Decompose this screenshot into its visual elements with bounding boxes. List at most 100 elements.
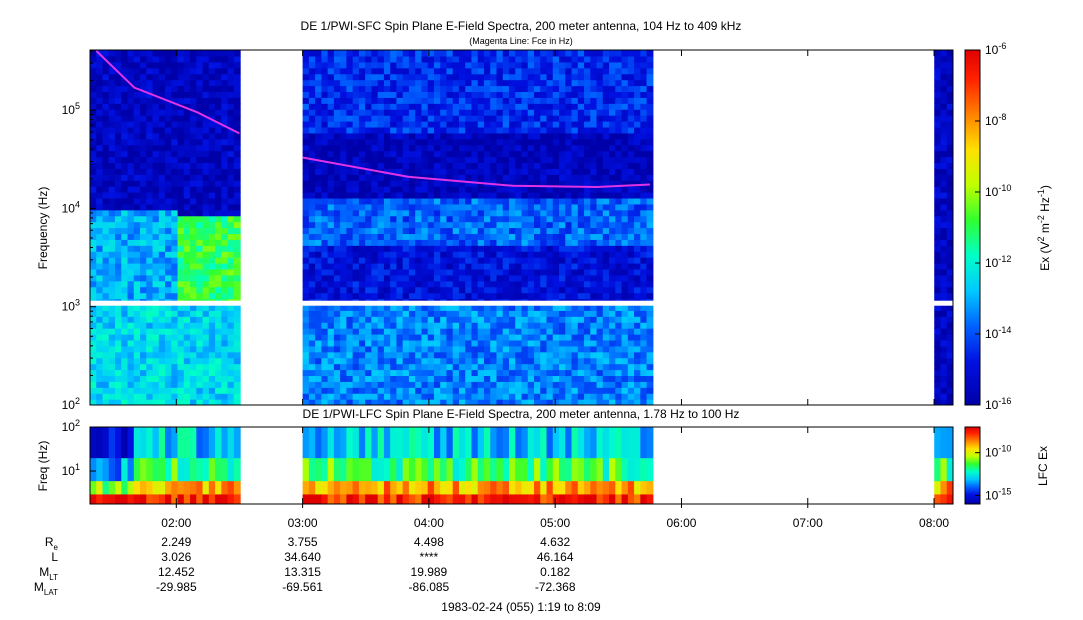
sfc-heatmap-cell (452, 132, 460, 140)
sfc-heatmap-cell (515, 286, 523, 294)
sfc-heatmap-cell (483, 73, 491, 81)
sfc-heatmap-cell (108, 121, 116, 128)
sfc-heatmap-cell (621, 316, 629, 323)
sfc-heatmap-cell (584, 363, 591, 371)
sfc-heatmap-cell (208, 192, 216, 199)
sfc-heatmap-cell (634, 399, 641, 405)
sfc-heatmap-cell (440, 263, 448, 270)
sfc-heatmap-cell (321, 363, 329, 371)
sfc-heatmap-cell (527, 144, 535, 152)
sfc-heatmap-cell (421, 304, 429, 311)
sfc-heatmap-cell (490, 286, 498, 294)
sfc-heatmap-cell (183, 387, 191, 394)
sfc-heatmap-cell (508, 126, 516, 134)
sfc-heatmap-cell (96, 180, 104, 187)
sfc-heatmap-cell (427, 286, 435, 294)
sfc-heatmap-cell (577, 50, 585, 57)
sfc-heatmap-cell (158, 85, 166, 93)
sfc-heatmap-cell (546, 209, 554, 217)
sfc-heatmap-cell (408, 292, 416, 300)
sfc-heatmap-cell (433, 221, 441, 229)
sfc-heatmap-cell (577, 257, 585, 264)
sfc-heatmap-cell (396, 227, 404, 235)
sfc-heatmap-cell (352, 328, 360, 335)
sfc-heatmap-cell (358, 227, 366, 235)
sfc-heatmap-cell (502, 162, 510, 169)
sfc-heatmap-cell (190, 363, 197, 371)
sfc-heatmap-cell (527, 363, 535, 371)
sfc-heatmap-cell (377, 268, 385, 276)
sfc-heatmap-cell (615, 387, 623, 394)
sfc-heatmap-cell (377, 186, 385, 193)
sfc-heatmap-cell (427, 345, 435, 353)
sfc-heatmap-cell (471, 150, 479, 158)
sfc-heatmap-cell (196, 304, 204, 311)
sfc-heatmap-cell (365, 85, 373, 93)
sfc-heatmap-cell (121, 387, 129, 394)
sfc-heatmap-cell (102, 150, 110, 158)
sfc-heatmap-cell (627, 109, 635, 116)
sfc-heatmap-cell (358, 310, 366, 317)
sfc-heatmap-cell (346, 233, 354, 240)
sfc-heatmap-cell (446, 274, 454, 282)
sfc-heatmap-cell (571, 334, 579, 341)
sfc-heatmap-cell (508, 180, 516, 187)
sfc-heatmap-cell (609, 268, 616, 276)
sfc-heatmap-cell (534, 339, 541, 347)
sfc-heatmap-cell (227, 115, 235, 122)
sfc-heatmap-cell (340, 339, 347, 347)
sfc-heatmap-cell (396, 132, 404, 140)
sfc-heatmap-cell (508, 138, 516, 146)
sfc-heatmap-cell (483, 345, 491, 353)
sfc-heatmap-cell (640, 257, 648, 264)
sfc-heatmap-cell (477, 310, 485, 317)
sfc-heatmap-cell (934, 304, 942, 311)
sfc-heatmap-cell (390, 73, 398, 81)
sfc-heatmap-cell (383, 209, 391, 217)
sfc-heatmap-cell (121, 85, 129, 93)
sfc-heatmap-cell (308, 239, 316, 246)
sfc-heatmap-cell (165, 192, 172, 199)
sfc-heatmap-cell (546, 115, 554, 122)
sfc-heatmap-cell (196, 251, 204, 258)
sfc-heatmap-cell (96, 328, 104, 335)
sfc-heatmap-cell (333, 310, 341, 317)
sfc-heatmap-cell (483, 316, 491, 323)
sfc-heatmap-cell (308, 268, 316, 276)
sfc-heatmap-cell (121, 79, 129, 87)
sfc-heatmap-cell (508, 304, 516, 311)
sfc-heatmap-cell (321, 345, 329, 353)
sfc-heatmap-cell (390, 55, 398, 63)
sfc-heatmap-cell (383, 375, 391, 382)
sfc-heatmap-cell (390, 197, 398, 205)
sfc-heatmap-cell (433, 251, 441, 258)
sfc-heatmap-cell (171, 132, 179, 140)
sfc-heatmap-cell (302, 274, 310, 282)
sfc-heatmap-cell (515, 316, 523, 323)
sfc-heatmap-cell (502, 268, 510, 276)
sfc-heatmap-cell (534, 328, 541, 335)
sfc-heatmap-cell (427, 85, 435, 93)
sfc-heatmap-cell (515, 209, 523, 217)
sfc-heatmap-cell (452, 369, 460, 377)
sfc-heatmap-cell (496, 322, 504, 329)
sfc-heatmap-cell (940, 304, 948, 311)
sfc-heatmap-cell (590, 61, 598, 69)
sfc-heatmap-cell (640, 55, 648, 63)
sfc-heatmap-cell (471, 209, 479, 217)
sfc-heatmap-cell (177, 274, 185, 282)
sfc-heatmap-cell (377, 369, 385, 377)
sfc-heatmap-cell (609, 351, 616, 359)
sfc-heatmap-cell (321, 209, 329, 217)
sfc-heatmap-cell (340, 221, 347, 229)
sfc-heatmap-cell (227, 186, 235, 193)
sfc-heatmap-cell (121, 126, 129, 134)
sfc-heatmap-cell (108, 393, 116, 400)
sfc-heatmap-cell (190, 115, 197, 122)
sfc-heatmap-cell (446, 339, 454, 347)
sfc-heatmap-cell (190, 73, 197, 81)
sfc-heatmap-cell (390, 292, 398, 300)
sfc-heatmap-cell (396, 286, 404, 294)
sfc-heatmap-cell (315, 215, 322, 223)
sfc-heatmap-cell (152, 334, 160, 341)
